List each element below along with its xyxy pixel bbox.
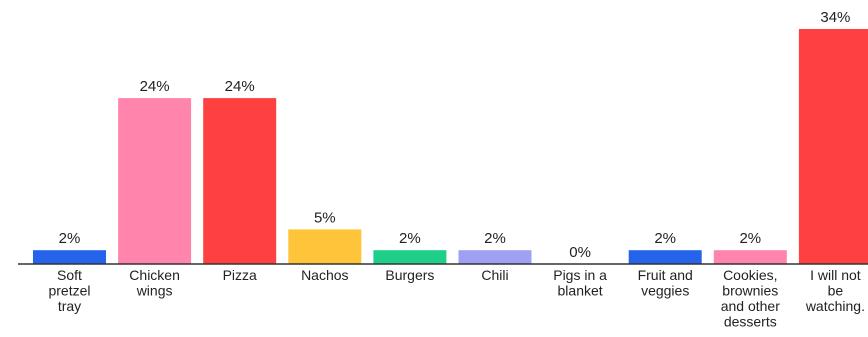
category-label-line: I will not [810,267,861,283]
category-label: Burgers [385,267,434,283]
bar-value-label: 2% [59,230,81,247]
value-labels-group: 2% 24% 24% 5% 2% 2% 0% 2% 2% 34% [59,9,851,261]
category-label-line: Cookies, [723,267,777,283]
category-label-line: and other [721,298,780,314]
category-label-line: Pigs in a [553,267,607,283]
bar-value-label: 2% [399,230,421,247]
bar-value-label: 34% [820,9,850,26]
category-label-line: veggies [641,283,689,299]
bar [203,98,277,264]
bar-value-label: 24% [140,78,170,95]
bar-value-label: 24% [225,78,255,95]
category-label-line: Soft [57,267,82,283]
category-labels-group: Soft pretzel tray Chicken wings Pizza Nachos Bu… [48,267,864,330]
category-label-line: tray [58,298,81,314]
category-label-line: Chili [481,267,508,283]
category-label: Cookies, brownies and other desserts [721,267,780,330]
bar [628,250,702,264]
category-label-line: Fruit and [638,267,693,283]
category-label: Chili [481,267,508,283]
category-label: Fruit and veggies [638,267,693,299]
category-label-line: be [828,283,844,299]
category-label: Pigs in a blanket [553,267,607,299]
bar-value-label: 0% [569,244,591,261]
category-label-line: Chicken [129,267,180,283]
category-label-line: wings [136,283,173,299]
bar [33,250,106,264]
bar [713,250,787,264]
bar-value-label: 2% [484,230,506,247]
bars-group [33,29,868,264]
bar [288,229,362,264]
bar-value-label: 5% [314,209,336,226]
category-label-line: pretzel [48,283,90,299]
category-label-line: blanket [558,283,603,299]
category-label: Nachos [301,267,348,283]
bar [798,29,868,264]
bar-value-label: 2% [654,230,676,247]
bar [458,250,532,264]
category-label-line: brownies [722,283,778,299]
category-label-line: Burgers [385,267,434,283]
category-label: I will not be watching. [805,267,865,314]
category-label: Pizza [223,267,257,283]
category-label: Soft pretzel tray [48,267,90,314]
bar [373,250,447,264]
category-label-line: Nachos [301,267,348,283]
bar [118,98,192,264]
category-label-line: desserts [724,314,777,330]
category-label-line: Pizza [223,267,257,283]
bar-value-label: 2% [739,230,761,247]
category-label-line: watching. [805,298,865,314]
category-label: Chicken wings [129,267,180,299]
